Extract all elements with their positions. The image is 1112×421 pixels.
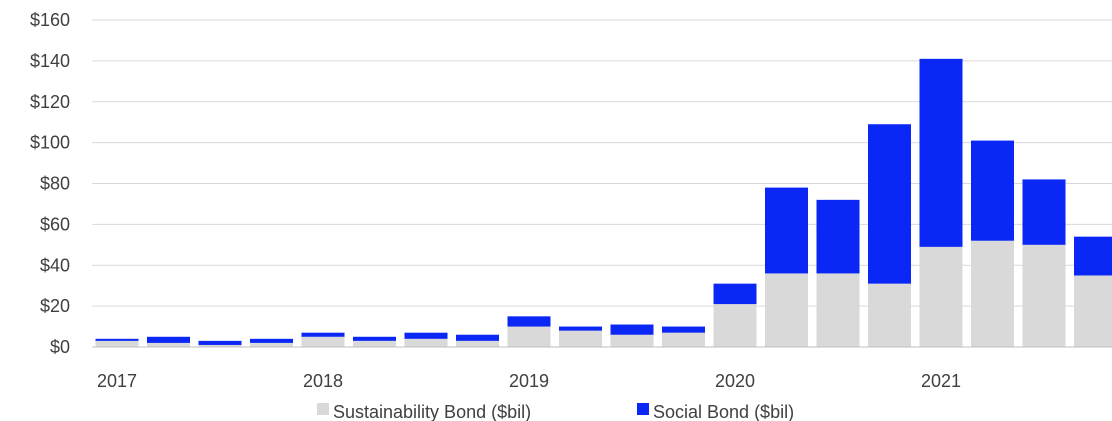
bar-social — [353, 336, 396, 341]
bar-sustainability — [713, 304, 757, 347]
bar-sustainability — [816, 273, 860, 347]
gridlines — [92, 19, 1112, 307]
x-axis-ticks: 2017 2018 2019 2020 2021 — [97, 371, 961, 391]
bar-social — [765, 187, 808, 274]
y-axis-ticks: $0 $20 $40 $60 $80 $100 $120 $140 $160 — [30, 10, 70, 357]
x-tick-label: 2019 — [509, 371, 549, 391]
y-tick-label: $40 — [40, 255, 70, 275]
bar-social — [456, 334, 499, 341]
y-tick-label: $100 — [30, 133, 70, 153]
legend-swatch-social — [637, 403, 649, 415]
bar-social — [559, 326, 602, 331]
bar-sustainability — [95, 340, 139, 347]
bar-sustainability — [610, 334, 654, 347]
y-tick-label: $80 — [40, 174, 70, 194]
x-tick-label: 2017 — [97, 371, 137, 391]
legend-label-sustainability: Sustainability Bond ($bil) — [333, 402, 531, 421]
bar-social — [919, 58, 963, 247]
bar-social — [868, 124, 911, 284]
bar-sustainability — [456, 340, 499, 347]
y-tick-label: $120 — [30, 92, 70, 112]
x-tick-label: 2020 — [715, 371, 755, 391]
legend-label-social: Social Bond ($bil) — [653, 402, 794, 421]
bar-sustainability — [868, 283, 911, 347]
y-tick-label: $140 — [30, 51, 70, 71]
bar-social — [404, 332, 448, 339]
bar-sustainability — [1022, 244, 1066, 347]
bar-sustainability — [250, 342, 293, 347]
bar-social — [971, 140, 1014, 241]
bar-sustainability — [507, 326, 551, 347]
bar-social — [507, 316, 551, 327]
bar-social — [610, 324, 654, 335]
x-tick-label: 2021 — [921, 371, 961, 391]
bar-social — [250, 338, 293, 343]
bar-social — [147, 336, 190, 343]
bar-sustainability — [301, 336, 345, 347]
bar-social — [713, 283, 757, 305]
y-tick-label: $60 — [40, 214, 70, 234]
bar-social — [662, 326, 705, 333]
bar-sustainability — [559, 330, 602, 347]
bar-sustainability — [919, 246, 963, 347]
bar-social — [95, 338, 139, 341]
bar-sustainability — [1074, 275, 1112, 347]
bar-social — [1074, 236, 1112, 276]
legend: Sustainability Bond ($bil) Social Bond (… — [317, 402, 794, 421]
y-tick-label: $160 — [30, 10, 70, 30]
bar-sustainability — [971, 240, 1014, 347]
bar-sustainability — [198, 344, 242, 347]
bar-social — [301, 332, 345, 337]
x-tick-label: 2018 — [303, 371, 343, 391]
y-tick-label: $20 — [40, 296, 70, 316]
bars — [95, 58, 1112, 347]
bar-sustainability — [147, 342, 190, 347]
y-tick-label: $0 — [50, 337, 70, 357]
bar-sustainability — [404, 338, 448, 347]
bar-sustainability — [662, 332, 705, 347]
bar-social — [198, 340, 242, 345]
legend-swatch-sustainability — [317, 403, 329, 415]
bar-social — [816, 199, 860, 274]
bar-sustainability — [353, 340, 396, 347]
bar-social — [1022, 179, 1066, 245]
bar-sustainability — [765, 273, 808, 347]
